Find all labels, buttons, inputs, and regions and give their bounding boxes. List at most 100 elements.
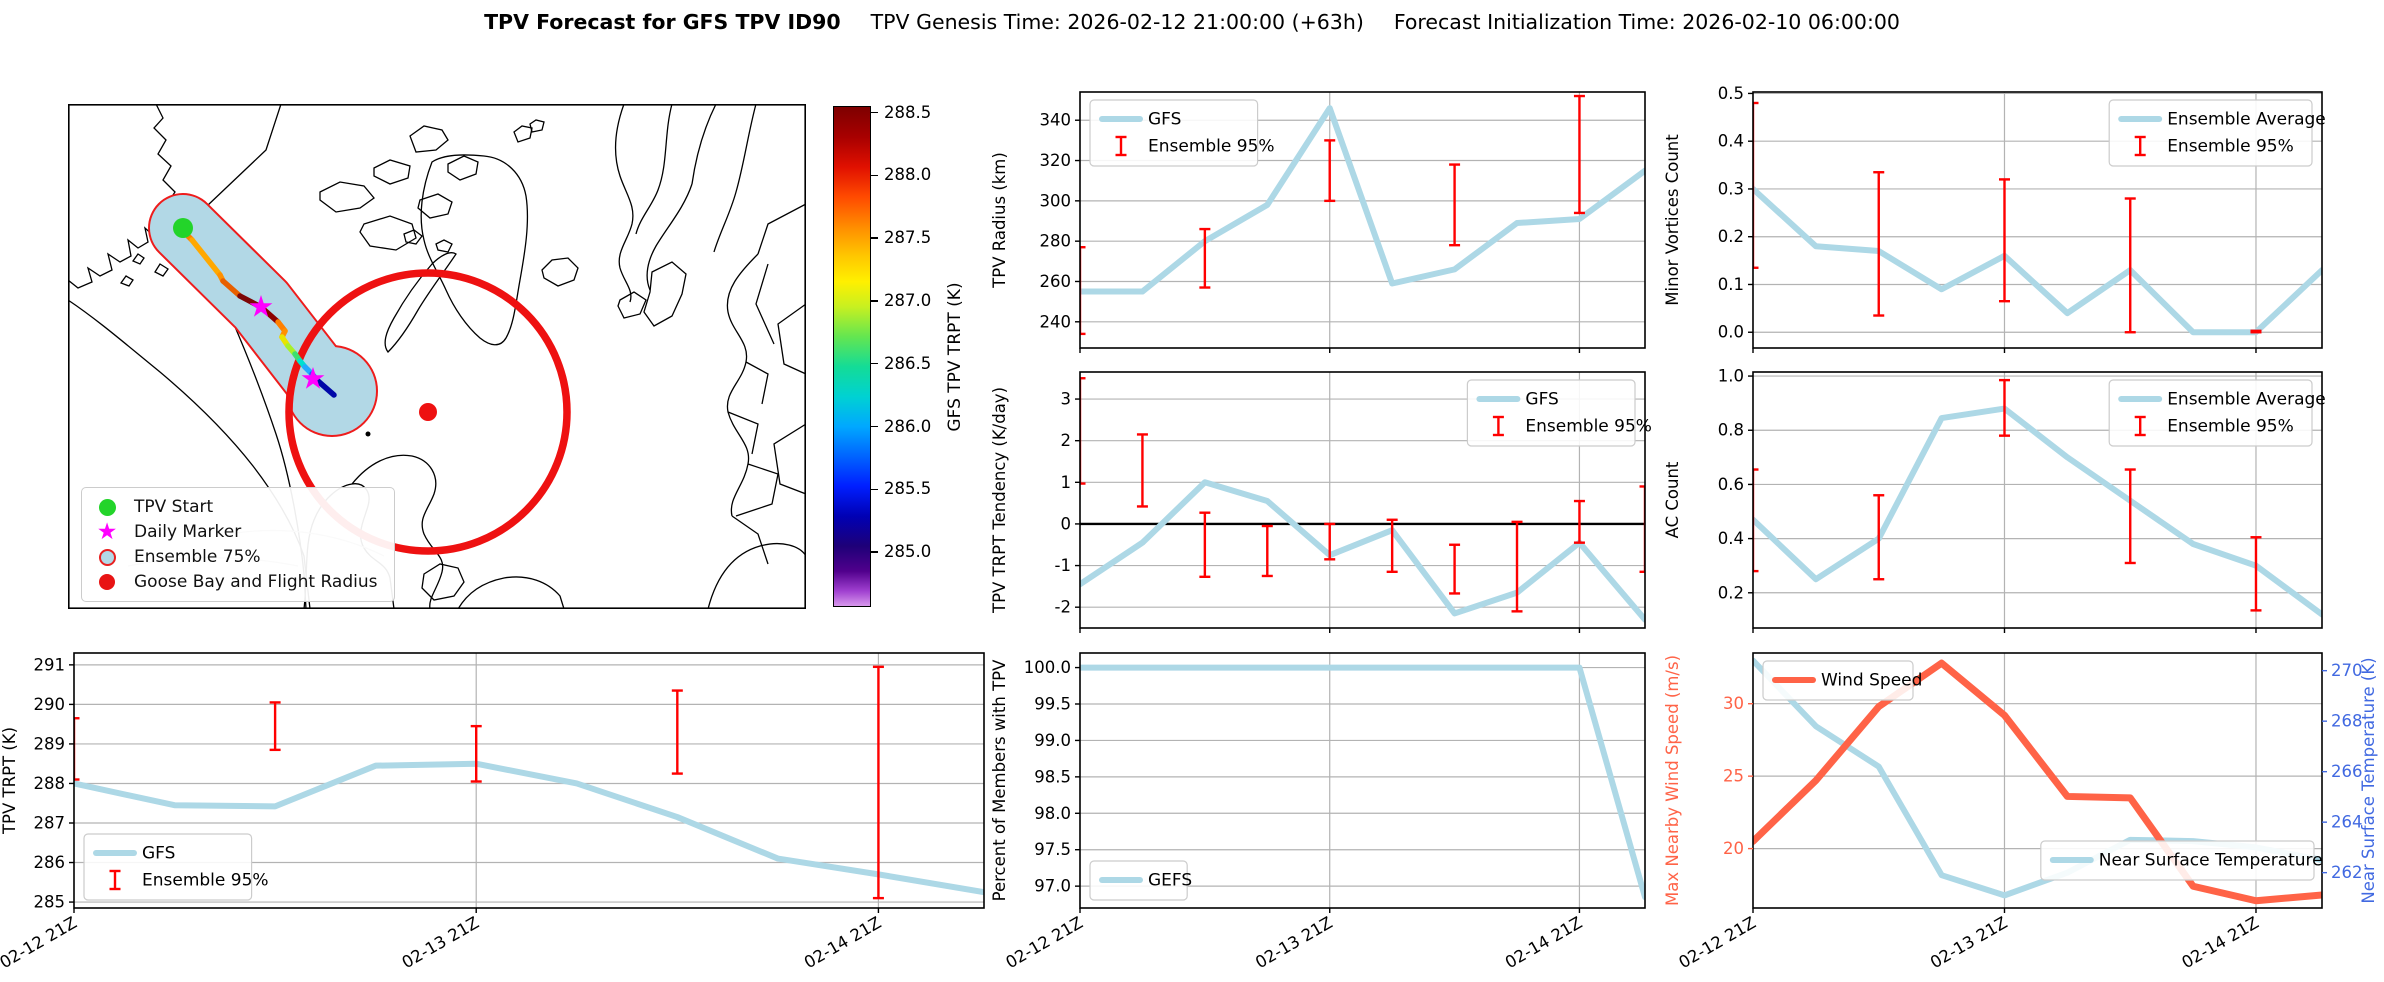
y-tick-label: 288 (34, 774, 66, 793)
y-axis-label: TPV Radius (km) (990, 152, 1009, 289)
chart-legend: Wind Speed (1762, 660, 1922, 701)
daily-marker-star-1 (249, 295, 273, 317)
colorbar-tickmark (871, 237, 878, 239)
y-tick-label: 25 (1723, 767, 1744, 786)
legend-label: TPV Start (134, 497, 214, 517)
ensemble-errorbars (1753, 101, 2262, 334)
y-axis-label: TPV TRPT Tendency (K/day) (990, 387, 1009, 614)
legend-entry-label: GFS (142, 844, 175, 864)
y2-tick-label: 266 (2331, 762, 2363, 781)
chart-legend: Ensemble Average Ensemble 95% (2108, 99, 2326, 167)
small-island-dot (365, 431, 371, 437)
y-tick-label: 0.2 (1718, 583, 1744, 602)
plot-border (1079, 371, 1646, 629)
x-tick-label: 02-13 21Z (1252, 913, 1336, 972)
plot-border (1079, 652, 1646, 909)
x-tick-label: 02-12 21Z (1675, 913, 1759, 972)
y-tick-label: 3 (1061, 390, 1072, 409)
chart-legend: GEFS (1089, 860, 1192, 901)
colorbar-tickmark (871, 488, 878, 491)
y-axis-label: Max Nearby Wind Speed (m/s) (1663, 655, 1682, 906)
chart-legend: GFS Ensemble 95% (83, 833, 269, 901)
legend-entry-label: GFS (1148, 110, 1181, 130)
y-tick-label: 289 (34, 734, 66, 753)
y-tick-label: 0.1 (1718, 275, 1744, 294)
ensemble-errorbars (74, 665, 884, 900)
y-axis-label: Minor Vortices Count (1663, 134, 1682, 306)
series-gfs (1080, 105, 1645, 295)
colorbar-tickmark (871, 362, 878, 365)
goose-bay-icon (94, 574, 120, 590)
flight-radius-circle (285, 269, 571, 555)
legend-item-goose-bay: Goose Bay and Flight Radius (94, 572, 378, 592)
colorbar-axis-label: GFS TPV TRPT (K) (945, 282, 965, 432)
colorbar-tick-label: 288.5 (884, 102, 932, 122)
y-tick-label: -1 (1055, 556, 1071, 575)
ensemble-errorbars (1080, 377, 1645, 613)
plot-border (1752, 652, 2323, 909)
y-tick-label: 240 (1040, 312, 1072, 331)
y-tick-label: 100.0 (1024, 658, 1071, 677)
series-gfs (1080, 479, 1645, 623)
chart-tpv_radius: 240 260 280 300 320 340 TPV Radius (km) GFS Ense… (990, 91, 1646, 353)
series-ensemble-average (1753, 405, 2322, 618)
track-map: TPV Start ★ Daily Marker Ensemble 75% Go… (67, 103, 807, 610)
y-tick-label: 97.5 (1034, 840, 1071, 859)
title-init-time: Forecast Initialization Time: 2026-02-10… (1393, 10, 1900, 34)
legend-entry-label: GEFS (1148, 871, 1192, 891)
legend-label: Daily Marker (134, 522, 242, 542)
series-ensemble-average (1753, 185, 2322, 336)
chart-legend: GFS Ensemble 95% (1466, 379, 1652, 447)
legend-item-daily-marker: ★ Daily Marker (94, 518, 378, 545)
chart-legend: Near Surface Temperature (2040, 840, 2323, 881)
title-genesis-time: TPV Genesis Time: 2026-02-12 21:00:00 (+… (870, 10, 1364, 34)
plot-border (1752, 371, 2323, 629)
colorbar-tick-label: 285.0 (884, 542, 932, 562)
y-tick-label: 286 (34, 853, 66, 872)
x-tick-label: 02-14 21Z (1502, 913, 1586, 972)
chart-minor_vortices: 0.0 0.1 0.2 0.3 0.4 0.5 Minor Vortices Count En… (1663, 84, 2326, 353)
colorbar-tickmark (871, 551, 878, 553)
colorbar-tickmark (871, 300, 878, 302)
y-tick-label: -2 (1055, 598, 1071, 617)
legend-entry-label: Ensemble 95% (1525, 417, 1652, 437)
colorbar-tickmark (871, 111, 878, 114)
y-tick-label: 0.8 (1718, 421, 1744, 440)
y-tick-label: 300 (1040, 191, 1072, 210)
legend-label: Ensemble 75% (134, 547, 261, 567)
ensemble-75-icon (94, 548, 120, 566)
y-tick-label: 0 (1061, 514, 1072, 533)
tpv-start-dot (173, 218, 193, 238)
legend-entry-label: Ensemble 95% (2167, 137, 2294, 157)
y-tick-label: 99.0 (1034, 731, 1071, 750)
y-tick-label: 0.2 (1718, 227, 1744, 246)
plot-border (73, 652, 985, 909)
y-tick-label: 285 (34, 893, 66, 912)
y-tick-label: 280 (1040, 232, 1072, 251)
y-tick-label: 291 (34, 655, 66, 674)
chart-percent_members: 97.0 97.5 98.0 98.5 99.0 99.5 100.0 02-12 21Z 02… (990, 652, 1646, 972)
y-tick-label: 0.3 (1718, 179, 1744, 198)
legend-entry-label: Ensemble 95% (1148, 137, 1275, 157)
y-tick-label: 2 (1061, 431, 1072, 450)
colorbar-tickmark (871, 425, 878, 428)
legend-entry-label: Near Surface Temperature (2099, 851, 2323, 871)
y-tick-label: 290 (34, 695, 66, 714)
x-tick-label: 02-13 21Z (1927, 913, 2011, 972)
y2-axis-label: Near Surface Temperature (K) (2359, 657, 2378, 903)
plot-border (1752, 91, 2323, 349)
y-tick-label: 320 (1040, 151, 1072, 170)
x-tick-label: 02-14 21Z (2178, 913, 2262, 972)
y-tick-label: 287 (34, 814, 66, 833)
daily-marker-icon: ★ (96, 518, 118, 545)
daily-marker-star-2 (301, 367, 325, 389)
y-tick-label: 30 (1723, 694, 1744, 713)
legend-item-ensemble-75: Ensemble 75% (94, 547, 378, 567)
y-tick-label: 99.5 (1034, 695, 1071, 714)
legend-entry-label: Ensemble 95% (142, 871, 269, 891)
legend-entry-label: Ensemble Average (2167, 390, 2326, 410)
colorbar-tick-label: 287.0 (884, 291, 932, 311)
y-tick-label: 98.5 (1034, 767, 1071, 786)
